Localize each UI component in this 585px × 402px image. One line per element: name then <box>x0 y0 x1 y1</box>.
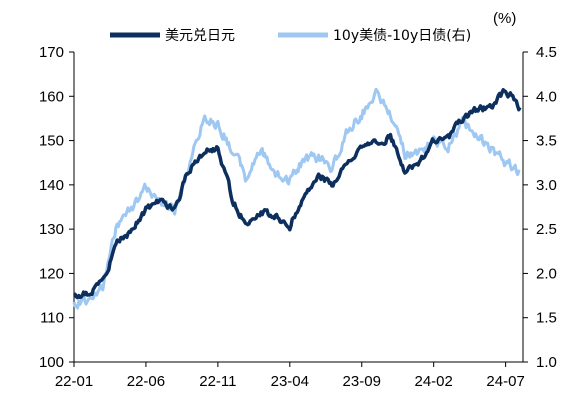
right-tick-label: 2.5 <box>536 221 557 238</box>
left-tick-label: 140 <box>39 177 64 194</box>
x-axis-ticks: 22-01 22-06 22-11 23-04 23-09 24-02 24-07 <box>55 362 525 390</box>
plot-area <box>72 87 522 310</box>
left-tick-label: 100 <box>39 354 64 371</box>
x-tick-label: 22-11 <box>199 373 236 390</box>
right-tick-label: 1.5 <box>536 310 557 327</box>
x-tick-label: 23-09 <box>343 373 381 390</box>
legend-label-usdjpy: 美元兑日元 <box>165 28 235 44</box>
right-tick-label: 2.0 <box>536 265 557 282</box>
legend: 美元兑日元 10y美债-10y日债(右) <box>110 28 471 44</box>
right-tick-label: 4.0 <box>536 88 557 105</box>
right-axis-ticks: 1.0 1.5 2.0 2.5 3.0 3.5 4.0 4.5 <box>523 44 557 371</box>
right-tick-label: 4.5 <box>536 44 557 61</box>
series-line-spread <box>72 87 521 310</box>
right-tick-label: 3.0 <box>536 177 557 194</box>
left-tick-label: 120 <box>39 265 64 282</box>
left-axis-ticks: 100 110 120 130 140 150 160 170 <box>39 44 74 371</box>
x-tick-label: 23-04 <box>271 373 309 390</box>
left-tick-label: 170 <box>39 44 64 61</box>
right-axis-unit-label: (%) <box>493 10 516 27</box>
x-tick-label: 24-02 <box>414 373 452 390</box>
right-tick-label: 3.5 <box>536 133 557 150</box>
left-tick-label: 160 <box>39 88 64 105</box>
series-line-usdjpy <box>72 88 522 300</box>
left-tick-label: 130 <box>39 221 64 238</box>
x-tick-label: 22-01 <box>55 373 93 390</box>
left-tick-label: 150 <box>39 133 64 150</box>
x-tick-label: 24-07 <box>486 373 524 390</box>
left-tick-label: 110 <box>40 310 64 327</box>
right-tick-label: 1.0 <box>536 354 557 371</box>
legend-label-spread: 10y美债-10y日债(右) <box>333 28 471 44</box>
x-tick-label: 22-06 <box>127 373 165 390</box>
